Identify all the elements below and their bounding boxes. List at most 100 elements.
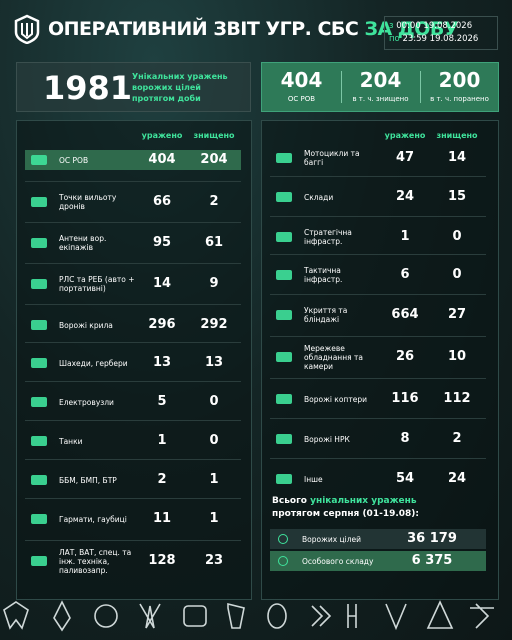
row-separator: [270, 176, 486, 177]
period-text: 23:59 19.08.2026: [402, 34, 479, 44]
row-destroyed: 10: [447, 349, 467, 364]
stats-box: 404 ОС РОВ 204 в т. ч. знищено 200 в т. ч. по…: [261, 62, 499, 112]
row-hit: 13: [152, 355, 172, 370]
row-hit: 54: [395, 471, 415, 486]
row-destroyed: 23: [204, 553, 224, 568]
total-label: Унікальних уражень ворожих цілей протяго…: [132, 72, 228, 103]
period-prefix: з: [389, 21, 394, 31]
row-separator: [25, 420, 241, 421]
row-label: Тактична інфрастр.: [304, 266, 343, 284]
row-label: Мережеве обладнання та камери: [304, 343, 363, 371]
row-destroyed: 204: [200, 152, 228, 167]
row-hit: 14: [152, 276, 172, 291]
stat-divider: [420, 71, 421, 103]
row-icon: [31, 397, 47, 407]
row-destroyed: 0: [209, 394, 219, 409]
row-destroyed: 292: [200, 317, 228, 332]
row-icon: [276, 232, 292, 242]
row-separator: [25, 263, 241, 264]
row-icon: [31, 556, 47, 566]
row-icon: [276, 270, 292, 280]
row-hit: 116: [391, 391, 419, 406]
row-icon: [31, 197, 47, 207]
row-label: Укриття та бліндажі: [304, 306, 348, 324]
row-destroyed: 112: [443, 391, 471, 406]
monthly-row: [270, 551, 486, 571]
row-hit: 11: [152, 511, 172, 526]
row-hit: 664: [391, 307, 419, 322]
row-separator: [25, 459, 241, 460]
row-destroyed: 2: [452, 431, 462, 446]
row-hit: 24: [395, 189, 415, 204]
column-header: знищено: [436, 131, 478, 140]
column-header: уражено: [384, 131, 426, 140]
period-text: 00:00 19.08.2026: [396, 21, 473, 31]
row-icon: [276, 434, 292, 444]
row-hit: 2: [157, 472, 167, 487]
row-separator: [270, 378, 486, 379]
row-separator: [270, 336, 486, 337]
row-separator: [25, 222, 241, 223]
row-label: Антени вор. екіпажів: [59, 234, 107, 252]
total-box: 1981 Унікальних уражень ворожих цілей пр…: [16, 62, 251, 112]
row-destroyed: 2: [209, 194, 219, 209]
row-separator: [270, 254, 486, 255]
row-label: Мотоцикли та баггі: [304, 149, 360, 167]
row-icon: [31, 320, 47, 330]
monthly-title-suffix: протягом серпня (01-19.08):: [272, 509, 419, 519]
row-icon: [276, 352, 292, 362]
title-accent: ЗА ДОБУ: [364, 18, 458, 40]
row-icon: [276, 153, 292, 163]
row-separator: [270, 294, 486, 295]
row-label: Шахеди, гербери: [59, 358, 128, 368]
column-header: уражено: [141, 131, 183, 140]
row-separator: [25, 181, 241, 182]
row-separator: [25, 540, 241, 541]
row-hit: 26: [395, 349, 415, 364]
row-destroyed: 9: [209, 276, 219, 291]
stat-label: в т. ч. знищено: [352, 95, 409, 103]
monthly-value: 36 179: [407, 531, 457, 546]
monthly-title: Всього унікальних уражень протягом серпн…: [272, 495, 442, 521]
row-icon: [31, 475, 47, 485]
monthly-label: Ворожих цілей: [302, 535, 362, 544]
title: ОПЕРАТИВНИЙ ЗВІТ УГР. СБС ЗА ДОБУ: [48, 18, 458, 40]
left-panel: уражено знищено ОС РОВ 404 204 Точки вильоту …: [16, 120, 252, 600]
row-destroyed: 15: [447, 189, 467, 204]
row-hit: 5: [157, 394, 167, 409]
row-label: Ворожі НРК: [304, 434, 350, 444]
monthly-row: [270, 529, 486, 549]
row-separator: [270, 216, 486, 217]
stat-divider: [341, 71, 342, 103]
stat-label: в т. ч. поранено: [430, 95, 489, 103]
row-label: Стратегічна інфрастр.: [304, 228, 352, 246]
footer-icons: [3, 600, 494, 632]
stat-value: 404: [280, 68, 323, 92]
monthly-icon: [278, 556, 288, 566]
row-label: ОС РОВ: [59, 155, 89, 165]
row-icon: [276, 192, 292, 202]
monthly-title-prefix: Всього: [272, 496, 307, 506]
row-destroyed: 13: [204, 355, 224, 370]
row-destroyed: 0: [209, 433, 219, 448]
row-destroyed: 61: [204, 235, 224, 250]
row-label: Склади: [304, 192, 334, 202]
row-label: РЛС та РЕБ (авто + портативні): [59, 275, 135, 293]
monthly-icon: [278, 534, 288, 544]
row-icon: [31, 238, 47, 248]
row-label: Інше: [304, 474, 323, 484]
row-label: Танки: [59, 436, 83, 446]
row-label: Електровузли: [59, 397, 114, 407]
monthly-label: Особового складу: [302, 557, 374, 566]
row-destroyed: 1: [209, 472, 219, 487]
row-destroyed: 1: [209, 511, 219, 526]
row-separator: [25, 304, 241, 305]
row-destroyed: 0: [452, 229, 462, 244]
row-separator: [25, 498, 241, 499]
monthly-title-accent: унікальних уражень: [310, 496, 417, 506]
row-hit: 128: [148, 553, 176, 568]
row-destroyed: 0: [452, 267, 462, 282]
row-destroyed: 24: [447, 471, 467, 486]
row-destroyed: 27: [447, 307, 467, 322]
row-label: Ворожі крила: [59, 320, 113, 330]
